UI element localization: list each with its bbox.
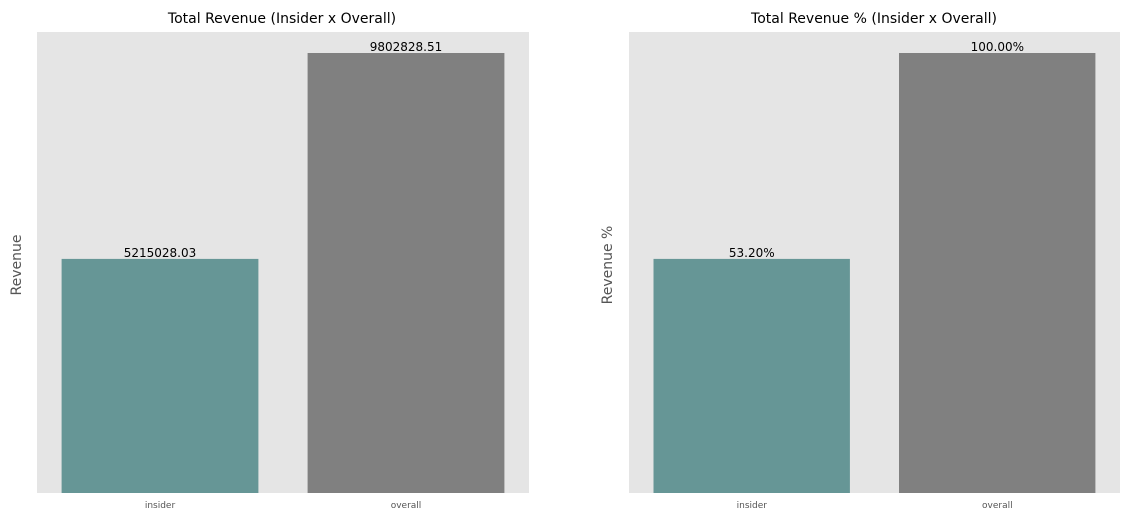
x-tick-label-overall: overall [391, 501, 422, 511]
x-tick-label-insider: insider [145, 501, 176, 511]
data-label-insider: 53.20% [729, 246, 775, 260]
y-axis-label: Revenue [9, 235, 25, 296]
data-labels: 5215028.03 9802828.51 [124, 40, 443, 260]
chart-total-revenue: Total Revenue (Insider x Overall) Revenu… [9, 11, 529, 511]
bar-overall [307, 53, 505, 493]
data-labels: 53.20% 100.00% [729, 40, 1024, 260]
data-label-insider: 5215028.03 [124, 246, 197, 260]
chart-total-revenue-percent: Total Revenue % (Insider x Overall) Reve… [600, 11, 1120, 511]
bars [61, 53, 505, 493]
y-axis-label: Revenue % [600, 226, 616, 305]
bar-insider [61, 258, 259, 493]
bar-overall [899, 53, 1096, 493]
bars [653, 53, 1096, 493]
x-tick-labels: insider overall [145, 501, 421, 511]
data-label-overall: 100.00% [971, 40, 1024, 54]
x-tick-labels: insider overall [737, 501, 1013, 511]
x-tick-label-overall: overall [982, 501, 1013, 511]
bar-insider [653, 258, 850, 493]
chart-title: Total Revenue (Insider x Overall) [167, 11, 396, 27]
x-tick-label-insider: insider [737, 501, 768, 511]
data-label-overall: 9802828.51 [370, 40, 443, 54]
chart-title: Total Revenue % (Insider x Overall) [750, 11, 997, 27]
